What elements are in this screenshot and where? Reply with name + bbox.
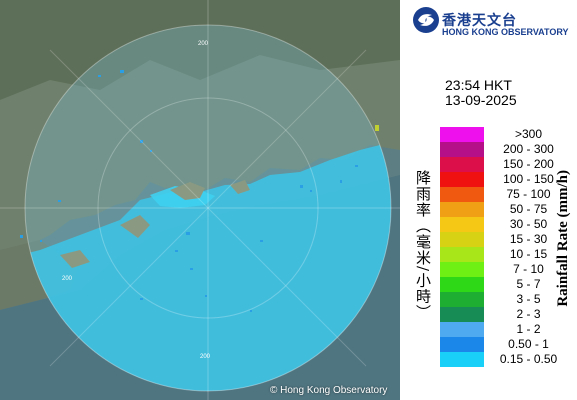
legend-label: 15 - 30 xyxy=(509,232,548,246)
radar-coverage xyxy=(25,25,391,391)
radar-map-svg: 200 200 200 xyxy=(0,0,400,400)
copyright-text: © Hong Kong Observatory xyxy=(270,385,388,396)
legend-label: 150 - 200 xyxy=(503,157,554,171)
legend-swatch xyxy=(440,142,484,157)
legend-swatch xyxy=(440,337,484,352)
legend-row: 1 - 2 xyxy=(440,322,570,337)
legend-label: 3 - 5 xyxy=(516,292,541,306)
observation-time: 23:54 HKT xyxy=(445,77,512,93)
legend-label: 10 - 15 xyxy=(509,247,548,261)
legend-row: 200 - 300 xyxy=(440,142,570,157)
legend-label: 30 - 50 xyxy=(509,217,548,231)
diagonal-line-2 xyxy=(49,49,367,367)
legend-swatch xyxy=(440,217,484,232)
legend-label: 2 - 3 xyxy=(516,307,541,321)
legend-row: 15 - 30 xyxy=(440,232,570,247)
legend-label: 7 - 10 xyxy=(513,262,544,276)
ring-label-left: 200 xyxy=(62,276,73,282)
legend-row: 50 - 75 xyxy=(440,202,570,217)
islands xyxy=(60,180,250,268)
legend-swatch xyxy=(440,247,484,262)
legend-label: 5 - 7 xyxy=(516,277,541,291)
radar-map: 200 200 200 © Hong Kong Observatory xyxy=(0,0,400,400)
legend-label: 75 - 100 xyxy=(506,187,551,201)
legend-row: 0.50 - 1 xyxy=(440,337,570,352)
legend-swatch xyxy=(440,262,484,277)
hko-name-zh: 香港天文台 xyxy=(442,13,517,29)
legend-swatch xyxy=(440,127,484,142)
hko-logo-icon xyxy=(413,7,439,33)
legend-label: 50 - 75 xyxy=(509,202,548,216)
legend-swatch xyxy=(440,322,484,337)
legend-label: 100 - 150 xyxy=(503,172,554,186)
diagonal-line-1 xyxy=(49,49,367,367)
legend-swatch xyxy=(440,187,484,202)
legend-row: 75 - 100 xyxy=(440,187,570,202)
legend-swatch xyxy=(440,157,484,172)
legend-label: >300 xyxy=(514,127,543,141)
legend-row: 7 - 10 xyxy=(440,262,570,277)
legend-row: 10 - 15 xyxy=(440,247,570,262)
observation-date: 13-09-2025 xyxy=(445,92,517,108)
hko-name-en: HONG KONG OBSERVATORY xyxy=(442,27,569,37)
rain-echoes xyxy=(20,70,379,312)
legend-label: 0.50 - 1 xyxy=(508,337,549,351)
legend-swatch xyxy=(440,232,484,247)
legend-swatch xyxy=(440,172,484,187)
legend-label: 0.15 - 0.50 xyxy=(499,352,558,366)
legend-swatch xyxy=(440,352,484,367)
range-ring-inner xyxy=(97,97,319,319)
legend-swatch xyxy=(440,202,484,217)
legend-row: 5 - 7 xyxy=(440,277,570,292)
legend-swatch xyxy=(440,277,484,292)
legend-row: >300 xyxy=(440,127,570,142)
range-ring-outer xyxy=(24,24,392,392)
legend-title-zh: 降雨率（毫米/小時） xyxy=(414,170,432,321)
legend-label: 1 - 2 xyxy=(516,322,541,336)
legend-row: 100 - 150 xyxy=(440,172,570,187)
ring-label-top: 200 xyxy=(198,41,209,47)
legend-row: 150 - 200 xyxy=(440,157,570,172)
legend-row: 30 - 50 xyxy=(440,217,570,232)
legend-row: 3 - 5 xyxy=(440,292,570,307)
legend-row: 2 - 3 xyxy=(440,307,570,322)
legend-row: 0.15 - 0.50 xyxy=(440,352,570,367)
ring-label-bottom: 200 xyxy=(200,354,211,360)
hko-logo: 香港天文台 HONG KONG OBSERVATORY xyxy=(412,6,572,44)
legend-swatch xyxy=(440,292,484,307)
legend-panel xyxy=(400,0,577,400)
legend-swatch xyxy=(440,307,484,322)
legend-label: 200 - 300 xyxy=(503,142,554,156)
